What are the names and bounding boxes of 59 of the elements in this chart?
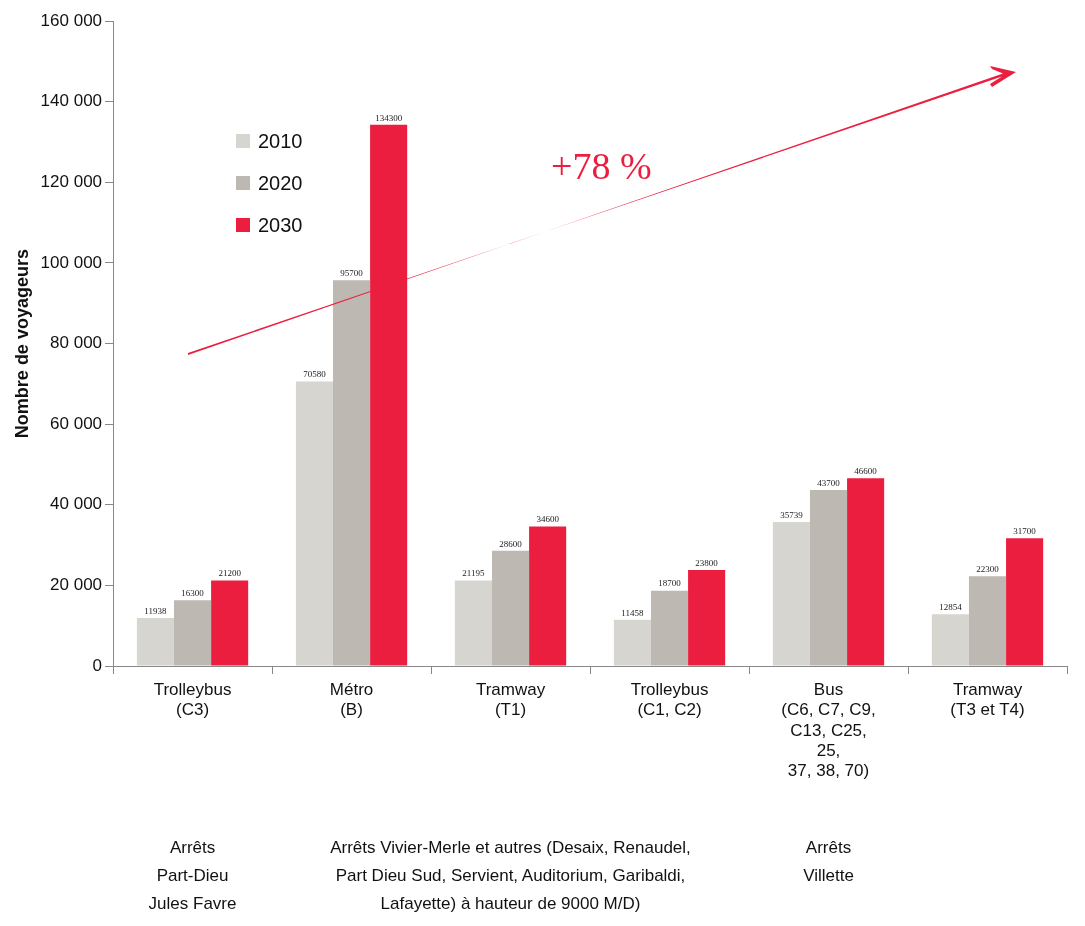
- bar: [809, 489, 848, 666]
- data-label: 11938: [144, 605, 168, 616]
- bar: [454, 580, 492, 666]
- bar: [136, 617, 174, 666]
- data-label: 28600: [499, 538, 523, 549]
- y-tick-label: 140 000: [40, 91, 103, 111]
- data-label: 16300: [181, 588, 205, 599]
- bar: [613, 619, 651, 666]
- y-tick-label: 160 000: [40, 10, 103, 30]
- bar: [688, 570, 726, 666]
- annotation: +78 %: [551, 144, 652, 188]
- bar: [529, 526, 567, 666]
- data-label: 43700: [817, 477, 841, 488]
- y-tick-label: 0: [92, 655, 103, 675]
- y-tick-label: 120 000: [40, 172, 103, 192]
- x-tick-label: Métro (B): [329, 679, 374, 720]
- legend-label: 2020: [258, 171, 303, 195]
- bar: [931, 614, 969, 666]
- x-tick-label: Tramway (T1): [475, 679, 546, 720]
- data-label: 95700: [340, 268, 364, 279]
- data-label: 23800: [695, 557, 719, 568]
- y-tick-label: 100 000: [40, 252, 103, 272]
- data-label: 35739: [780, 509, 804, 520]
- data-label: 46600: [854, 466, 878, 477]
- x-tick-label: Trolleybus (C3): [153, 679, 232, 720]
- bar: [295, 381, 333, 666]
- bar: [491, 550, 530, 666]
- data-label: 134300: [375, 112, 403, 123]
- y-tick-label: 20 000: [50, 575, 103, 595]
- data-label: 12854: [939, 602, 963, 613]
- bar: [772, 521, 810, 666]
- data-label: 21195: [462, 568, 486, 579]
- y-tick-label: 60 000: [50, 413, 103, 433]
- data-label: 70580: [303, 369, 327, 380]
- legend-label: 2010: [258, 129, 303, 153]
- bar: [968, 576, 1007, 666]
- x-tick-label: Trolleybus (C1, C2): [630, 679, 709, 720]
- x-tick-label: Bus (C6, C7, C9, C13, C25, 25, 37, 38, 70): [781, 679, 876, 781]
- bar: [332, 280, 371, 666]
- text: Arrêts Vivier-Merle et autres (Desaix, Renaudel, Part Dieu Sud, Servient, Auditorium, Garibaldi, Lafayette) à hauteur de 9000 M/D): [329, 837, 692, 915]
- data-label: 34600: [536, 514, 560, 525]
- bar: [847, 478, 885, 666]
- y-tick-label: 80 000: [50, 333, 103, 353]
- legend-label: 2030: [258, 213, 303, 237]
- data-label: 18700: [658, 578, 682, 589]
- bar: [1006, 538, 1044, 666]
- y-tick-label: 40 000: [50, 494, 103, 514]
- bar: [370, 124, 408, 666]
- y-axis-title: Nombre de voyageurs: [11, 249, 32, 439]
- text: Arrêts Villette: [803, 838, 854, 885]
- data-label: 31700: [1013, 526, 1037, 537]
- data-label: 11458: [621, 607, 644, 618]
- x-tick-label: Tramway (T3 et T4): [950, 679, 1025, 720]
- bar: [174, 600, 212, 666]
- bar: [650, 590, 689, 666]
- bar: [211, 580, 249, 666]
- data-label: 22300: [976, 563, 1000, 574]
- data-label: 21200: [218, 568, 242, 579]
- text: Arrêts Part-Dieu Jules Favre: [148, 838, 237, 913]
